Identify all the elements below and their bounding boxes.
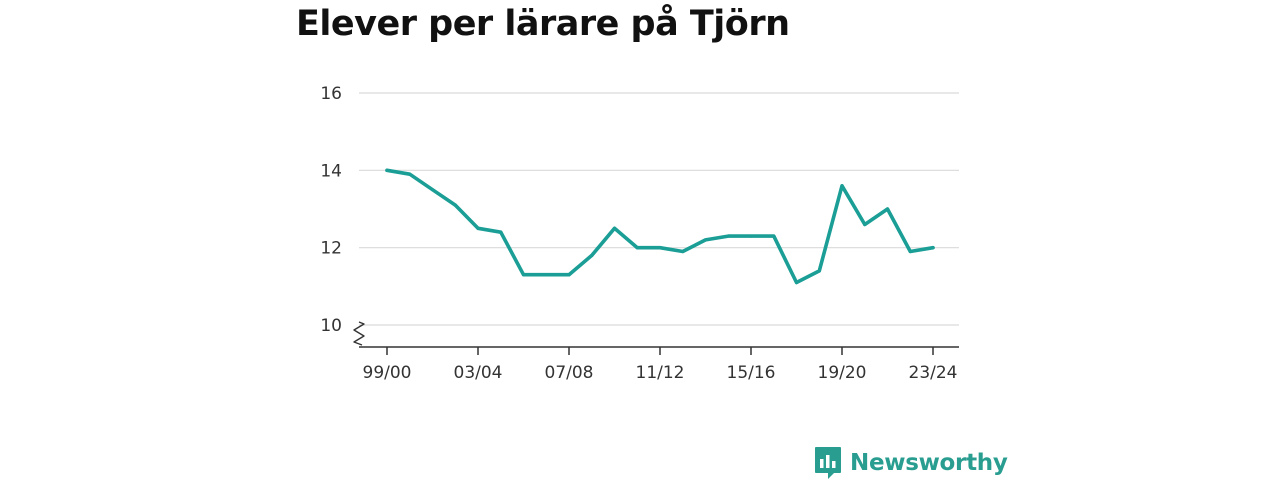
newsworthy-logo[interactable]: Newsworthy <box>814 446 1008 480</box>
brand-name: Newsworthy <box>850 450 1008 476</box>
data-point <box>885 207 890 211</box>
data-point <box>863 222 867 227</box>
x-tick-label: 11/12 <box>636 363 685 383</box>
x-tick-label: 07/08 <box>545 363 594 383</box>
y-tick-label: 16 <box>320 84 342 104</box>
series-layer <box>385 168 935 285</box>
data-point <box>681 249 685 254</box>
axis-break-marker <box>353 321 365 346</box>
grid-layer <box>359 92 959 326</box>
x-tick-label: 03/04 <box>454 363 503 383</box>
data-point <box>408 172 412 176</box>
data-point <box>749 234 753 238</box>
data-point <box>931 246 935 250</box>
data-point <box>908 249 912 254</box>
data-point <box>544 273 548 277</box>
chart-title: Elever per lärare på Tjörn <box>296 4 790 44</box>
x-tick-label: 99/00 <box>363 363 412 383</box>
y-tick-label: 10 <box>320 316 342 336</box>
data-point <box>817 269 821 273</box>
newsworthy-logo-icon <box>815 447 841 479</box>
data-point <box>453 203 457 207</box>
data-point <box>658 246 662 250</box>
data-point <box>840 184 844 188</box>
data-point <box>703 238 708 242</box>
data-point <box>567 273 571 277</box>
series-line <box>385 168 935 285</box>
axis-layer: 10 12 14 16 99/00 03/04 07/08 11/12 15/16 19/20 23… <box>320 84 959 383</box>
y-tick-label: 12 <box>320 239 342 259</box>
data-point <box>794 280 799 285</box>
data-point <box>499 230 503 234</box>
data-point <box>476 226 480 230</box>
data-point <box>635 246 639 250</box>
x-tick-label: 15/16 <box>727 363 776 383</box>
data-point <box>590 253 594 257</box>
y-tick-label: 14 <box>320 161 342 181</box>
data-point <box>430 188 435 192</box>
x-tick-label: 23/24 <box>909 363 958 383</box>
data-point <box>521 273 526 277</box>
data-point <box>772 234 776 238</box>
data-point <box>726 234 730 238</box>
x-tick-label: 19/20 <box>818 363 867 383</box>
data-point <box>385 168 389 172</box>
data-point <box>612 226 617 230</box>
